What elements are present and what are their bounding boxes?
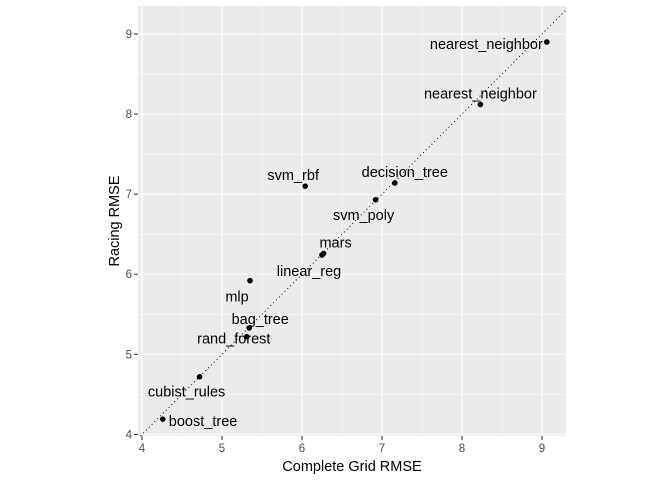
data-point — [247, 277, 253, 284]
x-tick-label: 5 — [219, 443, 225, 455]
point-label: bag_tree — [232, 312, 289, 328]
point-label: linear_reg — [277, 264, 342, 280]
data-point — [246, 325, 252, 331]
data-point — [244, 333, 250, 340]
x-tick-label: 4 — [139, 443, 146, 455]
y-axis-ticks: 4 5 6 7 8 9 — [126, 29, 138, 441]
data-point — [302, 183, 309, 189]
x-tick-label: 9 — [539, 443, 545, 455]
data-points — [160, 39, 550, 422]
point-label: nearest_neighbor — [424, 86, 537, 102]
point-label: svm_poly — [333, 208, 395, 224]
point-label: boost_tree — [169, 414, 238, 430]
point-label: mlp — [225, 290, 248, 306]
point-labels: nearest_neighbor nearest_neighbor decision… — [148, 37, 543, 430]
x-axis-ticks: 4 5 6 7 8 9 — [139, 436, 545, 455]
data-point — [160, 416, 166, 422]
reference-line-y-equals-x — [140, 9, 567, 437]
x-tick-label: 6 — [299, 443, 305, 455]
x-tick-label: 7 — [379, 443, 385, 455]
point-label: cubist_rules — [148, 385, 225, 401]
point-label: svm_rbf — [267, 168, 320, 184]
y-tick-label: 7 — [126, 189, 132, 201]
point-label: decision_tree — [362, 165, 448, 181]
point-label: mars — [319, 235, 351, 251]
y-axis-title: Racing RMSE — [107, 175, 123, 266]
point-label: rand_forest — [197, 332, 270, 348]
y-tick-label: 5 — [126, 349, 132, 361]
x-tick-label: 8 — [459, 443, 465, 455]
data-point — [196, 373, 203, 380]
y-tick-label: 8 — [126, 109, 132, 121]
data-point — [544, 39, 550, 45]
data-point — [477, 101, 484, 108]
point-label: nearest_neighbor — [430, 37, 543, 53]
y-tick-label: 6 — [126, 269, 132, 281]
y-tick-label: 9 — [126, 29, 132, 41]
data-point — [372, 196, 379, 203]
minor-gridlines — [138, 6, 566, 436]
x-axis-title: Complete Grid RMSE — [282, 459, 422, 475]
y-tick-label: 4 — [126, 429, 133, 441]
data-point — [392, 180, 398, 186]
plot-panel — [138, 6, 566, 436]
data-point — [319, 252, 325, 258]
major-gridlines — [138, 6, 566, 436]
